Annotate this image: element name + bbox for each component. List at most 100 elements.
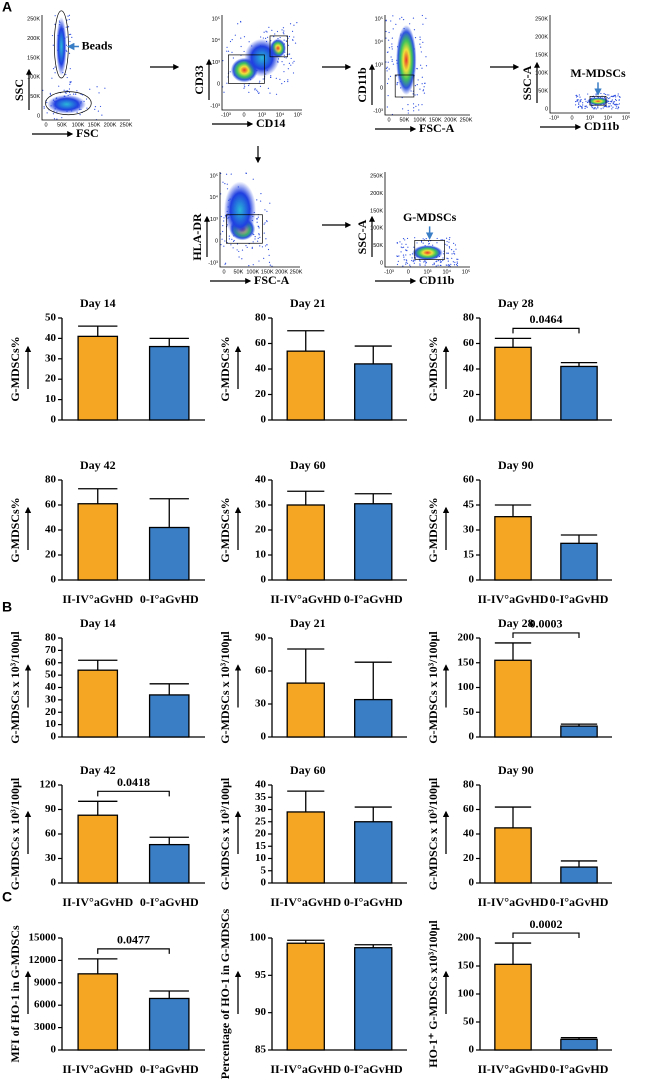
event-dot bbox=[402, 246, 405, 248]
x-tick-label: 10⁵ bbox=[294, 111, 302, 118]
y-tick-label: 10⁴ bbox=[212, 37, 221, 44]
event-dot bbox=[287, 80, 289, 83]
event-dot bbox=[617, 106, 619, 108]
event-dot bbox=[385, 37, 387, 39]
event-dot bbox=[387, 78, 390, 80]
x-tick-label: 200K bbox=[275, 269, 288, 275]
event-dot bbox=[49, 92, 51, 94]
event-dot bbox=[402, 238, 405, 240]
event-dot bbox=[424, 264, 426, 266]
event-dot bbox=[579, 96, 581, 98]
event-dot bbox=[442, 259, 444, 262]
event-dot bbox=[390, 56, 392, 58]
event-dot bbox=[245, 245, 247, 247]
event-dot bbox=[420, 46, 422, 48]
event-dot bbox=[445, 237, 448, 239]
event-dot bbox=[69, 40, 71, 43]
gate bbox=[45, 91, 92, 116]
event-dot bbox=[243, 50, 245, 53]
event-dot bbox=[256, 89, 258, 91]
event-dot bbox=[287, 68, 289, 70]
event-dot bbox=[43, 107, 45, 109]
event-dot bbox=[578, 105, 580, 108]
event-dot bbox=[437, 260, 440, 262]
event-dot bbox=[435, 265, 437, 267]
event-dot bbox=[224, 263, 226, 265]
y-tick-label: -10³ bbox=[210, 103, 220, 109]
event-dot bbox=[264, 37, 267, 39]
event-dot bbox=[392, 15, 394, 17]
event-dot bbox=[283, 71, 285, 73]
event-dot bbox=[257, 91, 259, 93]
y-tick-label: 10 bbox=[255, 852, 267, 864]
event-dot bbox=[256, 199, 258, 201]
event-dot bbox=[421, 104, 423, 106]
y-tick-label: 80 bbox=[45, 474, 57, 486]
x-tick-label: 50K bbox=[57, 122, 67, 128]
event-dot bbox=[292, 72, 295, 74]
event-dot bbox=[406, 260, 408, 262]
event-dot bbox=[421, 14, 423, 17]
event-dot bbox=[412, 93, 414, 95]
event-dot bbox=[264, 245, 267, 247]
y-axis-label: G-MDSCs x 10³/100µl bbox=[8, 777, 22, 890]
event-dot bbox=[290, 64, 292, 66]
event-dot bbox=[608, 94, 610, 96]
axis bbox=[549, 15, 630, 114]
event-dot bbox=[52, 67, 55, 70]
event-dot bbox=[65, 73, 67, 76]
y-tick-label: 30 bbox=[255, 499, 267, 511]
event-dot bbox=[422, 23, 424, 25]
event-dot bbox=[578, 94, 580, 96]
event-dot bbox=[68, 91, 71, 94]
event-dot bbox=[246, 246, 248, 248]
event-dot bbox=[258, 227, 260, 229]
event-dot bbox=[405, 249, 408, 251]
event-dot bbox=[267, 87, 269, 89]
event-dot bbox=[584, 105, 586, 107]
event-dot bbox=[68, 88, 71, 90]
event-dot bbox=[283, 30, 285, 32]
event-dot bbox=[79, 114, 81, 116]
event-dot bbox=[414, 85, 416, 87]
event-dot bbox=[397, 260, 399, 263]
y-tick-label: 30 bbox=[45, 852, 57, 864]
event-dot bbox=[388, 31, 390, 34]
event-dot bbox=[618, 99, 620, 101]
event-dot bbox=[405, 263, 407, 265]
bar bbox=[494, 963, 532, 1051]
event-dot bbox=[65, 26, 67, 28]
event-dot bbox=[433, 263, 435, 265]
event-dot bbox=[254, 235, 256, 238]
event-dot bbox=[85, 98, 88, 100]
y-tick-label: 200 bbox=[458, 632, 475, 644]
x-tick-label: 0 bbox=[222, 269, 225, 275]
y-tick-label: 30 bbox=[255, 803, 267, 815]
event-dot bbox=[578, 102, 580, 104]
x-tick-label: 10⁴ bbox=[604, 114, 613, 121]
event-dot bbox=[243, 36, 246, 38]
event-dot bbox=[293, 24, 295, 26]
event-dot bbox=[618, 103, 620, 105]
bar-chart: 0 50 100 150 200 G-MDSCs x 10³/100µl Day 280.0… bbox=[426, 616, 612, 744]
y-tick-label: 250K bbox=[535, 16, 548, 22]
event-dot bbox=[405, 249, 407, 251]
bar bbox=[494, 659, 532, 738]
event-dot bbox=[68, 18, 70, 21]
event-dot bbox=[243, 87, 245, 89]
x-tick-label: II-IV°aGvHD bbox=[478, 1062, 549, 1076]
bar bbox=[77, 973, 119, 1051]
y-tick-label: 200K bbox=[27, 36, 40, 42]
event-dot bbox=[405, 259, 407, 261]
y-tick-label: 100 bbox=[458, 681, 475, 693]
event-dot bbox=[418, 109, 420, 111]
event-dot bbox=[423, 261, 425, 263]
event-dot bbox=[75, 93, 77, 95]
x-tick-label: 0-I°aGvHD bbox=[140, 895, 199, 909]
event-dot bbox=[405, 254, 407, 256]
panel-label: B bbox=[2, 599, 12, 615]
y-tick-label: 100 bbox=[458, 988, 475, 1000]
y-tick-label: 20 bbox=[45, 706, 57, 718]
event-dot bbox=[421, 83, 423, 85]
